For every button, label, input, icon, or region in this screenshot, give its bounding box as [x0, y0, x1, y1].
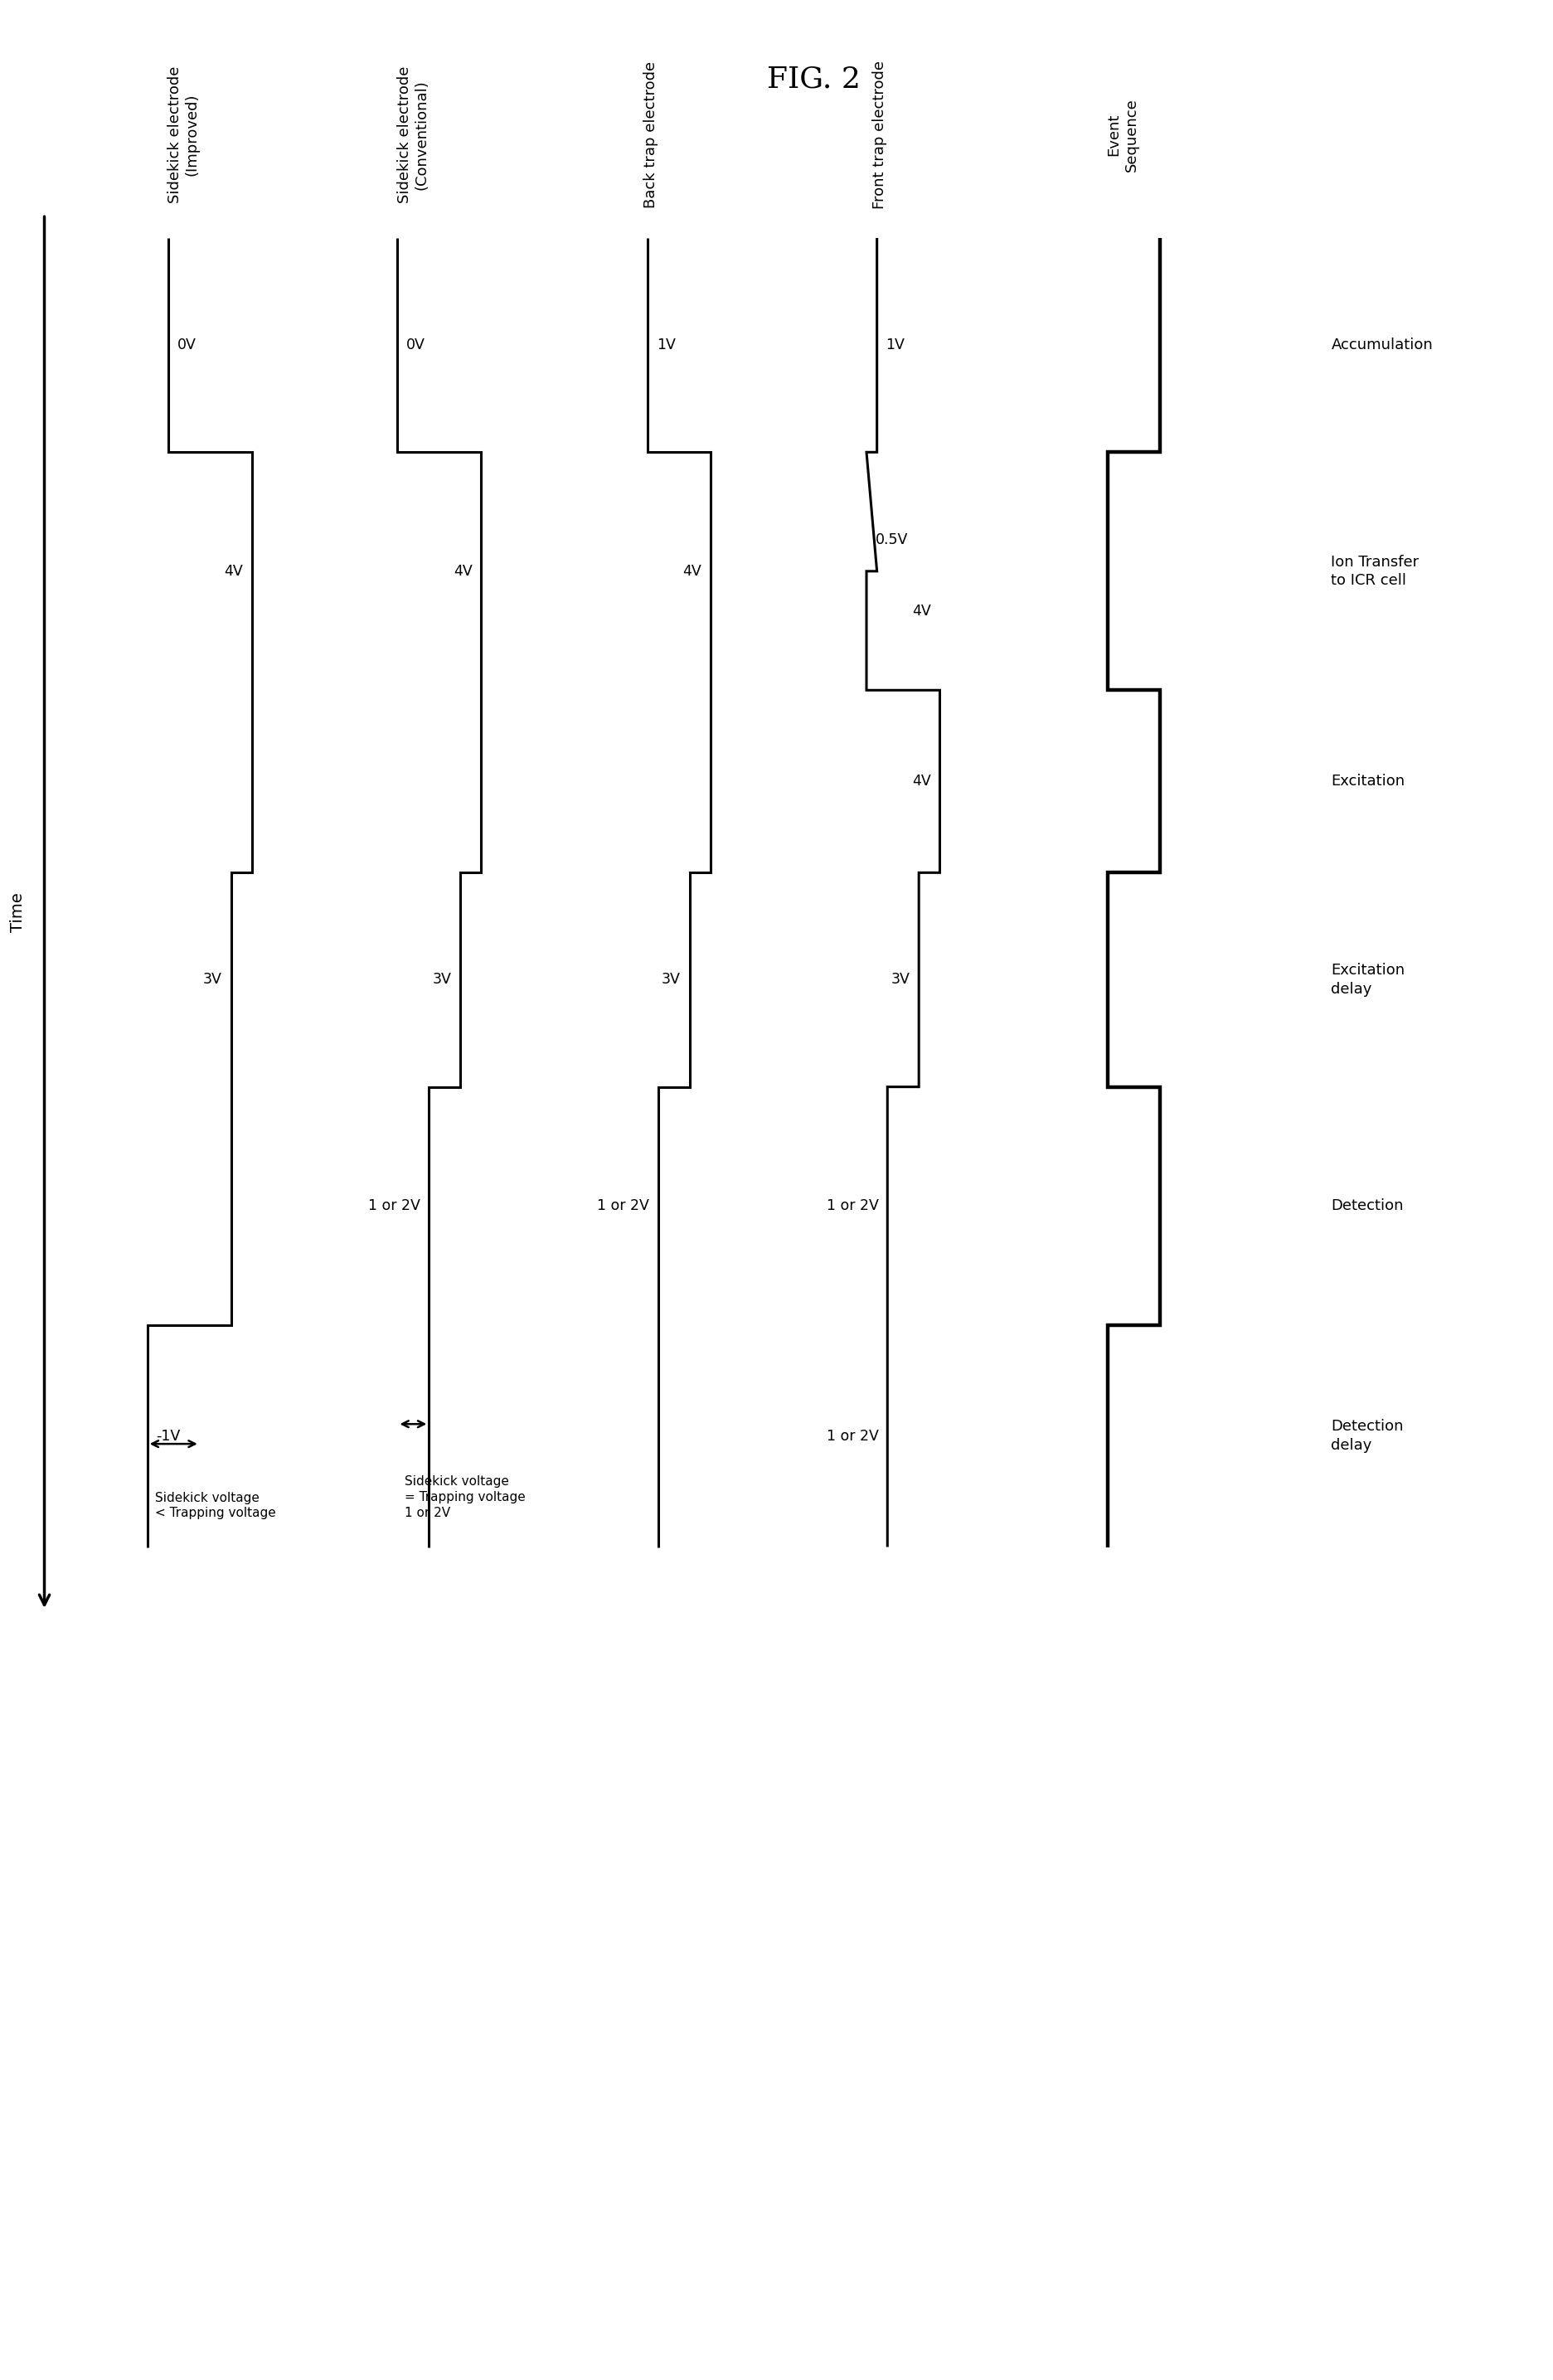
Text: Excitation
delay: Excitation delay	[1331, 964, 1405, 997]
Text: 1 or 2V: 1 or 2V	[826, 1428, 879, 1442]
Text: 0V: 0V	[177, 338, 196, 352]
Text: 1V: 1V	[657, 338, 676, 352]
Text: Excitation: Excitation	[1331, 774, 1405, 788]
Text: 3V: 3V	[891, 973, 910, 988]
Text: Sidekick electrode
(Conventional): Sidekick electrode (Conventional)	[396, 67, 429, 202]
Text: Detection: Detection	[1331, 1200, 1404, 1214]
Text: Sidekick voltage
< Trapping voltage: Sidekick voltage < Trapping voltage	[155, 1492, 275, 1518]
Text: 3V: 3V	[433, 973, 452, 988]
Text: 0.5V: 0.5V	[876, 533, 909, 547]
Text: 4V: 4V	[453, 564, 472, 578]
Text: FIG. 2: FIG. 2	[767, 64, 860, 93]
Text: Event
Sequence: Event Sequence	[1107, 98, 1138, 171]
Text: Sidekick voltage
= Trapping voltage
1 or 2V: Sidekick voltage = Trapping voltage 1 or…	[405, 1476, 526, 1518]
Text: Accumulation: Accumulation	[1331, 338, 1433, 352]
Text: 4V: 4V	[683, 564, 702, 578]
Text: -1V: -1V	[157, 1428, 180, 1442]
Text: 4V: 4V	[224, 564, 244, 578]
Text: 1 or 2V: 1 or 2V	[368, 1200, 419, 1214]
Text: 0V: 0V	[407, 338, 426, 352]
Text: 1V: 1V	[885, 338, 905, 352]
Text: 1 or 2V: 1 or 2V	[826, 1200, 879, 1214]
Text: 3V: 3V	[662, 973, 680, 988]
Text: Time: Time	[9, 892, 26, 933]
Text: Front trap electrode: Front trap electrode	[873, 60, 887, 209]
Text: Sidekick electrode
(Improved): Sidekick electrode (Improved)	[168, 67, 200, 202]
Text: 4V: 4V	[912, 774, 930, 788]
Text: 1 or 2V: 1 or 2V	[598, 1200, 649, 1214]
Text: Back trap electrode: Back trap electrode	[643, 62, 658, 209]
Text: Ion Transfer
to ICR cell: Ion Transfer to ICR cell	[1331, 555, 1419, 588]
Text: 3V: 3V	[203, 973, 222, 988]
Text: 4V: 4V	[912, 605, 930, 619]
Text: Detection
delay: Detection delay	[1331, 1418, 1404, 1452]
